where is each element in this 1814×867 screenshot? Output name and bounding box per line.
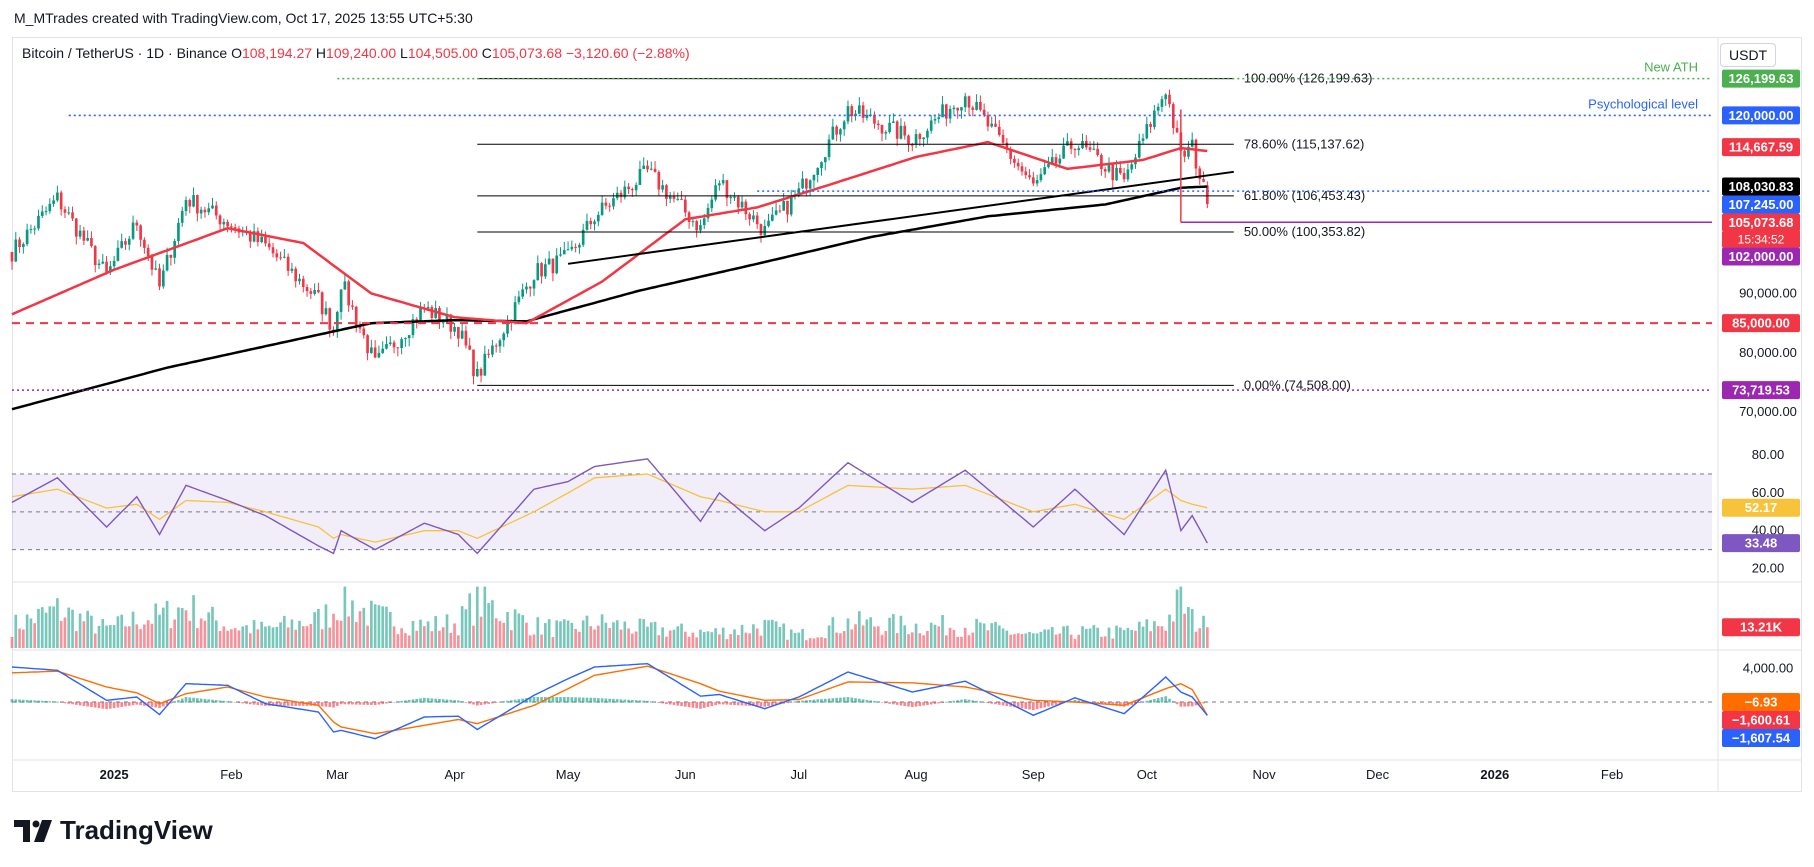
tradingview-logo-icon xyxy=(14,819,52,842)
open-label: O xyxy=(231,45,242,61)
chart-frame xyxy=(12,37,1802,792)
open-value: 108,194.27 xyxy=(241,45,313,61)
currency-button[interactable]: USDT xyxy=(1720,43,1777,67)
high-value: 109,240.00 xyxy=(326,45,397,61)
high-label: H xyxy=(315,45,327,61)
change-value: −3,120.60 (−2.88%) xyxy=(565,45,690,61)
close-label: C xyxy=(481,45,492,61)
symbol-name[interactable]: Bitcoin / TetherUS · 1D · Binance xyxy=(22,45,228,61)
close-value: 105,073.68 xyxy=(491,45,562,61)
symbol-legend: Bitcoin / TetherUS · 1D · Binance O108,1… xyxy=(22,45,690,61)
low-value: 104,505.00 xyxy=(407,45,478,61)
brand-name: TradingView xyxy=(60,815,213,845)
low-label: L xyxy=(400,45,408,61)
tradingview-logo: TradingView xyxy=(14,815,213,846)
author-line: M_MTrades created with TradingView.com, … xyxy=(14,10,473,26)
